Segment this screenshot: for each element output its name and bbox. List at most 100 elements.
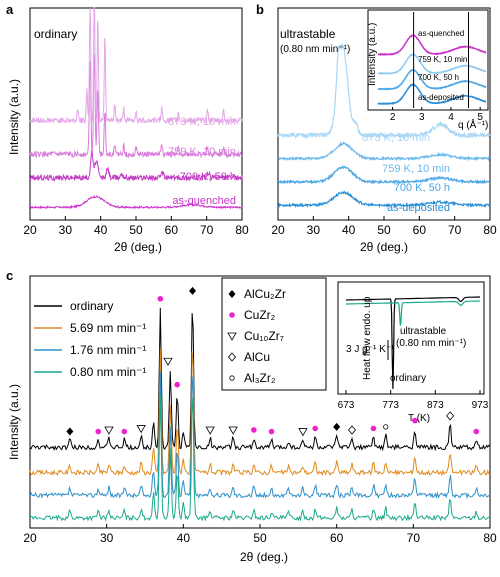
panel-c-inset-ticklabel-3: 973 bbox=[472, 400, 489, 411]
panel-c-peak-marker-17 bbox=[370, 425, 377, 432]
panel-c-peak-marker-6 bbox=[163, 357, 173, 367]
panel-c-peak-marker-16 bbox=[347, 425, 357, 435]
panel-c-phase-label-4: Al₃Zr₂ bbox=[244, 371, 276, 385]
panel-c-legend-label-0: ordinary bbox=[70, 299, 113, 313]
panel-c-inset-curve-ordinary bbox=[346, 296, 480, 389]
panel-c-inset-ticklabel-1: 773 bbox=[382, 400, 399, 411]
panel-c-legend-label-1: 5.69 nm min⁻¹ bbox=[70, 321, 146, 335]
panel-c-curve-2 bbox=[29, 371, 491, 500]
panel-c-peak-marker-20 bbox=[446, 411, 455, 421]
panel-a-curve-3 bbox=[29, 7, 243, 125]
panel-a-curve-2 bbox=[29, 53, 243, 159]
panel-b-annotation-rate: (0.80 nm min⁻¹) bbox=[280, 44, 350, 55]
panel-c-peak-marker-8 bbox=[189, 286, 197, 295]
panel-a-curve-1 bbox=[29, 149, 243, 182]
panel-c: 20 30 40 50 60 70 80 Intensity (a.u.) 2θ (deg.… bbox=[7, 275, 497, 564]
panel-c-phase-marker-3 bbox=[227, 352, 237, 362]
panel-a-annotation-ordinary: ordinary bbox=[34, 27, 77, 41]
panel-c-phase-marker-2 bbox=[227, 332, 237, 341]
panel-c-peak-marker-0 bbox=[66, 427, 74, 436]
panel-c-curve-0 bbox=[29, 307, 491, 452]
panel-c-peak-marker-12 bbox=[268, 428, 275, 435]
panel-c-inset-label-ultrastable: ultrastable bbox=[400, 326, 447, 337]
panel-a: 20 30 40 50 60 70 80 as-quenched 700 K, 50 h 759… bbox=[7, 7, 249, 254]
panel-c-peak-marker-13 bbox=[298, 428, 308, 437]
panel-b-curve-label-3: 873 K, 10 min bbox=[362, 132, 430, 144]
a-ticks-ticklabel-4: 60 bbox=[165, 223, 179, 237]
panel-b-annotation-ultrastable: ultrastable bbox=[280, 27, 336, 41]
panel-c-xlabel: 2θ (deg.) bbox=[240, 550, 288, 564]
panel-c-inset-ticklabel-0: 673 bbox=[338, 400, 355, 411]
panel-b-inset-xlabel: q (Å⁻¹) bbox=[458, 118, 488, 131]
panel-c-curve-3 bbox=[29, 394, 491, 522]
b-ticks-ticklabel-4: 60 bbox=[413, 223, 427, 237]
panel-c-inset-curve-ultrastable bbox=[346, 300, 480, 326]
panel-b-inset-label-2: 700 K, 50 h bbox=[418, 73, 459, 82]
a-ticks-ticklabel-0: 20 bbox=[23, 223, 37, 237]
panel-c-peak-marker-21 bbox=[473, 428, 480, 435]
panel-c-inset-ylabel: Heat flow endo. up bbox=[362, 296, 373, 380]
panel-b-inset-ticklabel-2: 4 bbox=[448, 112, 454, 123]
panel-a-curve-label-2: 759 K, 10 min bbox=[168, 146, 236, 158]
panel-c-peak-marker-14 bbox=[312, 425, 319, 432]
panel-b: 20 30 40 50 60 70 80 as-deposited 700 K, 50 h 75… bbox=[271, 7, 497, 254]
panel-c-peak-marker-2 bbox=[104, 426, 114, 435]
panel-letter-c: c bbox=[6, 268, 13, 283]
b-ticks-ticklabel-5: 70 bbox=[448, 223, 462, 237]
c-ticks-ticklabel-6: 80 bbox=[483, 531, 497, 545]
a-ticks-ticklabel-3: 50 bbox=[129, 223, 143, 237]
a-ticks-ticklabel-1: 30 bbox=[59, 223, 73, 237]
panel-b-curve-1 bbox=[277, 164, 491, 185]
panel-b-inset-ticklabel-3: 5 bbox=[477, 112, 483, 123]
c-ticks-ticklabel-3: 50 bbox=[253, 531, 267, 545]
panel-c-peak-marker-18 bbox=[383, 424, 389, 430]
panel-b-curve-label-2: 759 K, 10 min bbox=[382, 163, 450, 175]
panel-c-peak-marker-1 bbox=[95, 428, 102, 435]
panel-a-curve-label-1: 700 K, 50 h bbox=[180, 171, 236, 183]
panel-c-legend-label-3: 0.80 nm min⁻¹ bbox=[70, 365, 146, 379]
panel-c-phase-marker-1 bbox=[229, 312, 235, 318]
c-ticks-ticklabel-2: 40 bbox=[177, 531, 191, 545]
panel-letter-b: b bbox=[256, 2, 264, 17]
panel-a-curve-0 bbox=[30, 194, 243, 210]
panel-b-inset-ylabel: Intensity (a.u.) bbox=[367, 23, 378, 86]
panel-c-phase-marker-4 bbox=[229, 375, 235, 381]
panel-a-ylabel: Intensity (a.u.) bbox=[7, 79, 21, 155]
panel-letter-a: a bbox=[6, 2, 14, 17]
panel-b-curve-2 bbox=[277, 140, 491, 162]
b-ticks-ticklabel-3: 50 bbox=[377, 223, 391, 237]
panel-c-inset-label-rate: (0.80 nm min⁻¹) bbox=[396, 338, 466, 349]
panel-c-peak-marker-9 bbox=[205, 426, 215, 435]
c-ticks-ticklabel-5: 70 bbox=[407, 531, 421, 545]
panel-c-legend-label-2: 1.76 nm min⁻¹ bbox=[70, 343, 146, 357]
panel-c-peak-marker-5 bbox=[157, 295, 164, 302]
panel-c-ylabel: Intensity (a.u.) bbox=[7, 384, 21, 460]
b-ticks-ticklabel-0: 20 bbox=[271, 223, 285, 237]
panel-c-inset-xlabel: T (K) bbox=[408, 413, 430, 424]
panel-c-peak-marker-15 bbox=[333, 422, 341, 431]
panel-b-inset-ticklabel-0: 2 bbox=[390, 112, 396, 123]
panel-a-xlabel: 2θ (deg.) bbox=[114, 240, 162, 254]
panel-c-phase-label-0: AlCu₂Zr bbox=[244, 287, 286, 301]
panel-c-curve-1 bbox=[29, 348, 491, 477]
panel-c-phase-label-1: CuZr₂ bbox=[244, 308, 276, 322]
panel-b-inset-label-3: as-deposited bbox=[418, 93, 464, 102]
a-ticks-ticklabel-2: 40 bbox=[94, 223, 108, 237]
panel-b-inset-label-0: as-quenched bbox=[418, 29, 464, 38]
c-ticks-ticklabel-4: 60 bbox=[330, 531, 344, 545]
panel-c-peak-marker-19 bbox=[412, 417, 418, 424]
panel-c-phase-label-2: Cu₁₀Zr₇ bbox=[244, 329, 284, 343]
panel-b-xlabel: 2θ (deg.) bbox=[360, 240, 408, 254]
b-ticks-ticklabel-6: 80 bbox=[483, 223, 497, 237]
panel-b-curve-3 bbox=[277, 43, 491, 140]
panel-c-peak-marker-4 bbox=[136, 425, 146, 434]
panel-c-peak-marker-10 bbox=[228, 426, 238, 435]
panel-c-phase-legend-frame bbox=[221, 277, 327, 391]
c-ticks-ticklabel-0: 20 bbox=[23, 531, 37, 545]
panel-c-inset-label-ordinary: ordinary bbox=[390, 373, 426, 384]
c-ticks-ticklabel-1: 30 bbox=[100, 531, 114, 545]
a-ticks-ticklabel-6: 80 bbox=[235, 223, 249, 237]
panel-b-curve-label-1: 700 K, 50 h bbox=[394, 182, 450, 194]
panel-c-phase-label-3: AlCu bbox=[244, 350, 270, 364]
